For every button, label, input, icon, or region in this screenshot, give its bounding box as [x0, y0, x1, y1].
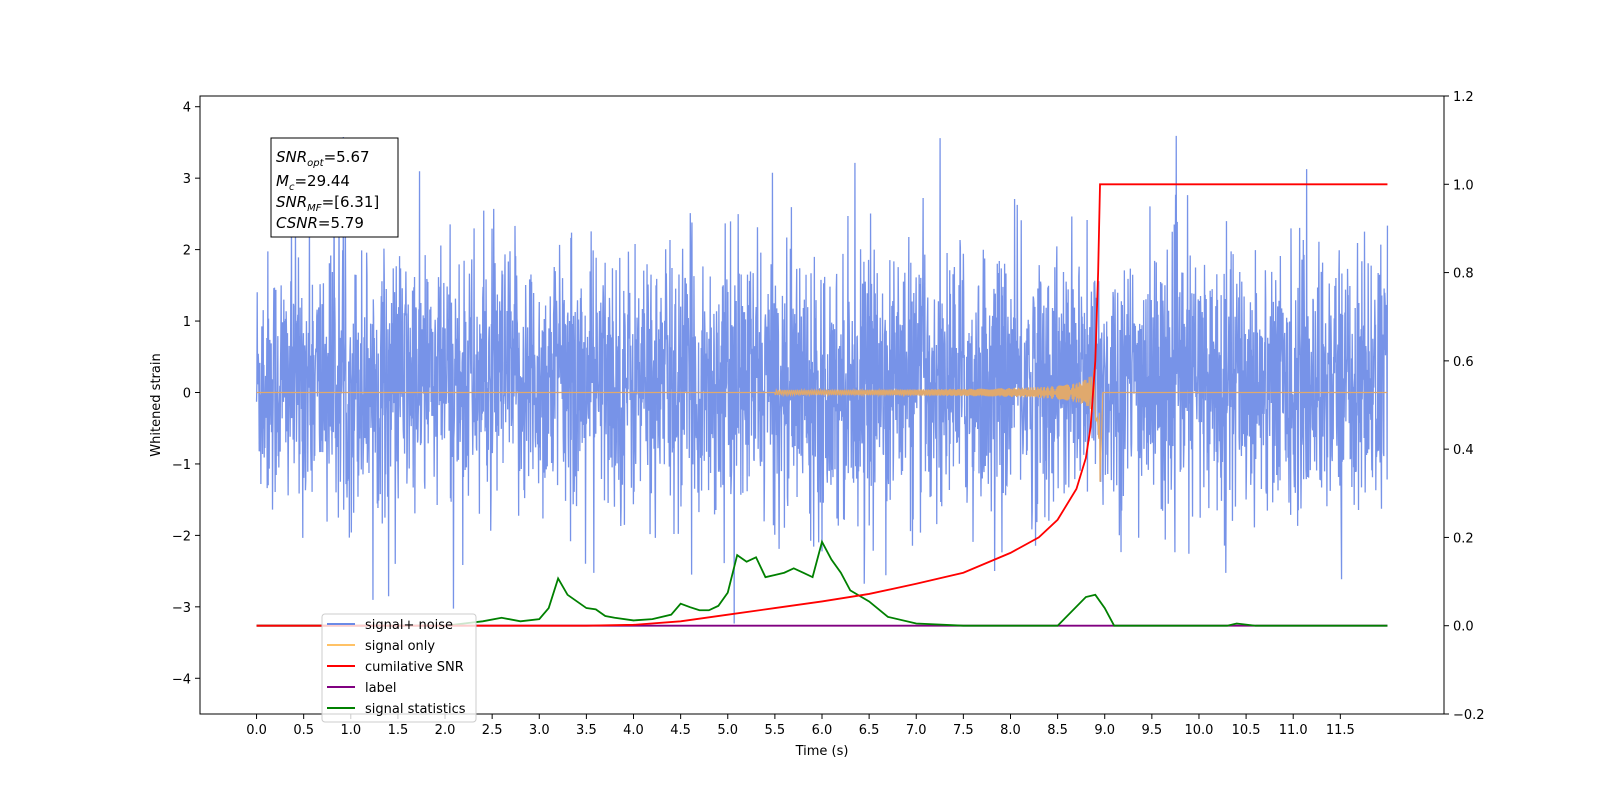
y-right-tick-label: 0.8: [1453, 267, 1474, 282]
y-right-tick-label: 0.2: [1453, 531, 1474, 546]
annotation-mc: Mc=29.44: [276, 172, 350, 193]
x-tick-label: 8.0: [1000, 723, 1021, 738]
annotation-snr-mf: SNRMF=[6.31]: [276, 193, 379, 214]
legend: signal+ noise signal only cumilative SNR la…: [321, 613, 477, 723]
y-left-tick-label: 0: [183, 386, 191, 401]
stats-annotation: SNRopt=5.67 Mc=29.44 SNRMF=[6.31] CSNR=5…: [270, 137, 399, 238]
x-tick-label: 0.5: [293, 723, 314, 738]
x-tick-label: 1.0: [340, 723, 361, 738]
series-signal-statistics-line: [256, 539, 1388, 627]
x-axis-label: Time (s): [795, 744, 849, 759]
x-tick-label: 3.0: [529, 723, 550, 738]
x-tick-label: 7.5: [953, 723, 974, 738]
y-right-tick-label: 1.0: [1453, 178, 1474, 193]
x-tick-label: 10.5: [1232, 723, 1261, 738]
annotation-snr-opt: SNRopt=5.67: [276, 148, 370, 169]
y-right-tick-label: −0.2: [1453, 708, 1485, 723]
y-axis-left: −4 −3 −2 −1 0 1 2 3 4: [172, 101, 200, 687]
series-signal-only-line: [256, 370, 1388, 482]
y-left-tick-label: −4: [172, 672, 191, 687]
legend-label: signal+ noise: [365, 618, 453, 633]
x-axis: 0.0 0.5 1.0 1.5 2.0 2.5 3.0 3.5 4.0 4.5 5.0 5.5 6.0 6…: [246, 714, 1355, 738]
x-tick-label: 5.0: [717, 723, 738, 738]
x-tick-label: 1.5: [388, 723, 409, 738]
x-tick-label: 11.5: [1326, 723, 1355, 738]
x-tick-label: 2.5: [482, 723, 503, 738]
series-signal-noise-line: [255, 135, 1389, 624]
y-right-tick-label: 0.0: [1453, 620, 1474, 635]
x-tick-label: 4.0: [623, 723, 644, 738]
y-left-tick-label: 3: [183, 172, 191, 187]
x-tick-label: 6.5: [859, 723, 880, 738]
y-left-tick-label: −1: [172, 458, 191, 473]
y-left-tick-label: −3: [172, 601, 191, 616]
x-tick-label: 8.5: [1047, 723, 1068, 738]
legend-label: label: [365, 681, 396, 696]
x-tick-label: 0.0: [246, 723, 267, 738]
y-left-tick-label: 1: [183, 315, 191, 330]
y-left-tick-label: 4: [183, 101, 191, 116]
x-tick-label: 3.5: [576, 723, 597, 738]
legend-label: cumilative SNR: [365, 660, 464, 675]
legend-box: [321, 613, 477, 723]
x-tick-label: 4.5: [670, 723, 691, 738]
y-axis-label: Whitened strain: [149, 353, 164, 456]
x-tick-label: 6.0: [812, 723, 833, 738]
stats-annotation-box: [270, 137, 399, 238]
series-cumilative-snr-line: [256, 183, 1388, 627]
y-left-tick-label: −2: [172, 529, 191, 544]
y-right-tick-label: 0.4: [1453, 443, 1474, 458]
x-tick-label: 5.5: [765, 723, 786, 738]
x-tick-label: 9.5: [1142, 723, 1163, 738]
x-tick-label: 2.0: [435, 723, 456, 738]
x-tick-label: 7.0: [906, 723, 927, 738]
y-axis-right: −0.2 0.0 0.2 0.4 0.6 0.8 1.0 1.2: [1444, 90, 1485, 723]
y-left-tick-label: 2: [183, 244, 191, 259]
y-right-tick-label: 0.6: [1453, 355, 1474, 370]
x-tick-label: 10.0: [1184, 723, 1213, 738]
legend-label: signal only: [365, 639, 435, 654]
x-tick-label: 11.0: [1279, 723, 1308, 738]
legend-label: signal statistics: [365, 702, 466, 717]
y-right-tick-label: 1.2: [1453, 90, 1474, 105]
x-tick-label: 9.0: [1094, 723, 1115, 738]
annotation-csnr: CSNR=5.79: [276, 214, 364, 232]
